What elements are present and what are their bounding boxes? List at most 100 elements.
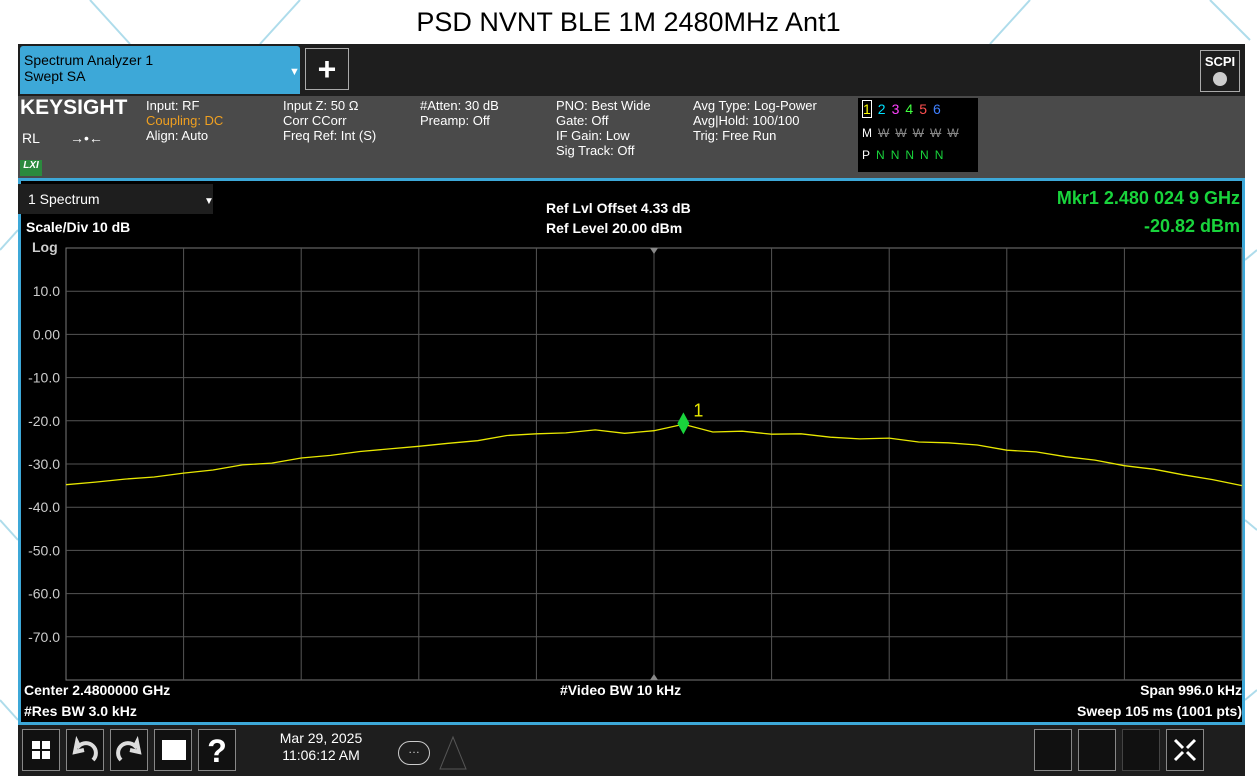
settings-bar: KEYSIGHT RL →•← LXI Input: RF Coupling: D… [18, 96, 1245, 178]
svg-text:?: ? [207, 733, 227, 769]
setting: Gate: Off [556, 113, 609, 128]
rl-label: RL [22, 130, 40, 146]
ref-offset: Ref Lvl Offset 4.33 dB [546, 200, 691, 216]
trace-indicator-item: N [920, 148, 929, 162]
y-tick-label: -20.0 [28, 413, 60, 429]
window-selector[interactable] [18, 184, 213, 214]
setting: #Atten: 30 dB [420, 98, 499, 113]
setting: Input: RF [146, 98, 200, 113]
trace-indicator-item: 5 [919, 101, 927, 117]
brand: KEYSIGHT [20, 96, 128, 119]
avg-col: Avg Type: Log-Power Avg|Hold: 100/100 Trig… [693, 98, 817, 143]
spectrum-plot: 1 Spectrum ▼ Scale/Div 10 dB Log Ref Lvl… [18, 184, 1243, 719]
page-title: PSD NVNT BLE 1M 2480MHz Ant1 [416, 7, 841, 37]
atten-col: #Atten: 30 dB Preamp: Off [420, 98, 499, 128]
setting: Freq Ref: Int (S) [283, 128, 377, 143]
windows-button[interactable] [22, 729, 60, 771]
marker-level: -20.82 dBm [1144, 216, 1240, 236]
trace-indicator-item: W [929, 126, 942, 140]
warning-icon [439, 735, 467, 770]
setting: Sig Track: Off [556, 143, 635, 158]
setting: PNO: Best Wide [556, 98, 651, 113]
trace-indicator-item: 3 [891, 101, 900, 117]
scale-label: Scale/Div 10 dB [26, 219, 130, 235]
zoom-button[interactable] [1166, 729, 1204, 771]
ref-level: Ref Level 20.00 dBm [546, 220, 682, 236]
y-tick-label: -60.0 [28, 586, 60, 602]
center-frequency: Center 2.4800000 GHz [24, 682, 170, 698]
ref-indicator [650, 674, 658, 680]
window-name: 1 Spectrum [28, 191, 100, 207]
y-tick-label: -70.0 [28, 629, 60, 645]
help-button[interactable]: ? [198, 729, 236, 771]
ref-indicator [650, 248, 658, 254]
trace-indicator-item: N [905, 148, 915, 162]
scpi-label: SCPI [1204, 54, 1236, 69]
video-bw: #Video BW 10 kHz [560, 682, 681, 698]
sweep: Sweep 105 ms (1001 pts) [1077, 703, 1242, 719]
scpi-led [1213, 72, 1227, 86]
y-tick-label: -40.0 [28, 499, 60, 515]
setting: IF Gain: Low [556, 128, 630, 143]
redo-button[interactable] [110, 729, 148, 771]
lxi-badge: LXI [20, 160, 42, 176]
layout-button[interactable] [1034, 729, 1072, 771]
touch-button[interactable] [1078, 729, 1116, 771]
trace-indicator-item: M [862, 126, 872, 140]
trace-indicator-item: N [876, 148, 885, 162]
setting: Corr CCorr [283, 113, 347, 128]
add-tab-button[interactable]: + [305, 48, 349, 90]
pno-col: PNO: Best Wide Gate: Off IF Gain: Low Sig T… [556, 98, 651, 158]
setting: Avg Type: Log-Power [693, 98, 817, 113]
undo-button[interactable] [66, 729, 104, 771]
tab-mode: Swept SA [24, 68, 86, 84]
plot-panel [18, 178, 1245, 725]
tab-dropdown[interactable]: ▼ [289, 66, 300, 78]
marker-label: 1 [693, 400, 703, 420]
time: 11:06:12 AM [282, 747, 360, 763]
clock: Mar 29, 2025 11:06:12 AM [246, 730, 396, 764]
trace [65, 423, 1243, 487]
y-tick-label: -30.0 [28, 456, 60, 472]
trace-indicator-item: N [934, 148, 944, 162]
trace-indicator-item: N [890, 148, 900, 162]
setting: Input Z: 50 Ω [283, 98, 359, 113]
multi-window-button[interactable] [1122, 729, 1160, 771]
file-button[interactable] [154, 729, 192, 771]
input-z-col: Input Z: 50 Ω Corr CCorr Freq Ref: Int (S) [283, 98, 376, 143]
scpi-button[interactable]: SCPI [1200, 50, 1240, 92]
trace-indicator-item: 6 [932, 101, 941, 117]
setting: Preamp: Off [420, 113, 490, 128]
date: Mar 29, 2025 [279, 730, 363, 746]
measurement-tab[interactable]: Spectrum Analyzer 1 Swept SA [20, 46, 300, 94]
trace-indicator-item: P [862, 148, 871, 162]
log-label: Log [32, 239, 58, 255]
message-button[interactable]: … [398, 741, 430, 765]
marker-frequency: Mkr1 2.480 024 9 GHz [1057, 188, 1240, 208]
y-tick-label: 10.0 [33, 283, 60, 299]
res-bw: #Res BW 3.0 kHz [24, 703, 137, 719]
rf-icon: →•← [70, 130, 103, 146]
trace-indicator-item: W [878, 126, 890, 140]
trace-indicator-item: W [912, 126, 924, 140]
trace-indicator-item: 2 [877, 101, 886, 117]
setting: Avg|Hold: 100/100 [693, 113, 800, 128]
trace-indicator-item: W [947, 126, 959, 140]
tab-name: Spectrum Analyzer 1 [24, 52, 154, 68]
y-tick-label: -50.0 [28, 542, 60, 558]
marker [677, 412, 690, 435]
trace-indicator-item: 1 [862, 100, 872, 118]
span: Span 996.0 kHz [1140, 682, 1242, 698]
setting: Coupling: DC [146, 113, 224, 128]
setting: Align: Auto [146, 128, 209, 143]
y-tick-label: 0.00 [33, 326, 60, 342]
trace-indicator-item: 4 [905, 101, 914, 117]
window-dropdown: ▼ [204, 196, 214, 207]
input-col: Input: RF Coupling: DC Align: Auto [146, 98, 223, 143]
setting: Trig: Free Run [693, 128, 777, 143]
taskbar: ? Mar 29, 2025 11:06:12 AM … [18, 725, 1245, 776]
y-tick-label: -10.0 [28, 370, 60, 386]
